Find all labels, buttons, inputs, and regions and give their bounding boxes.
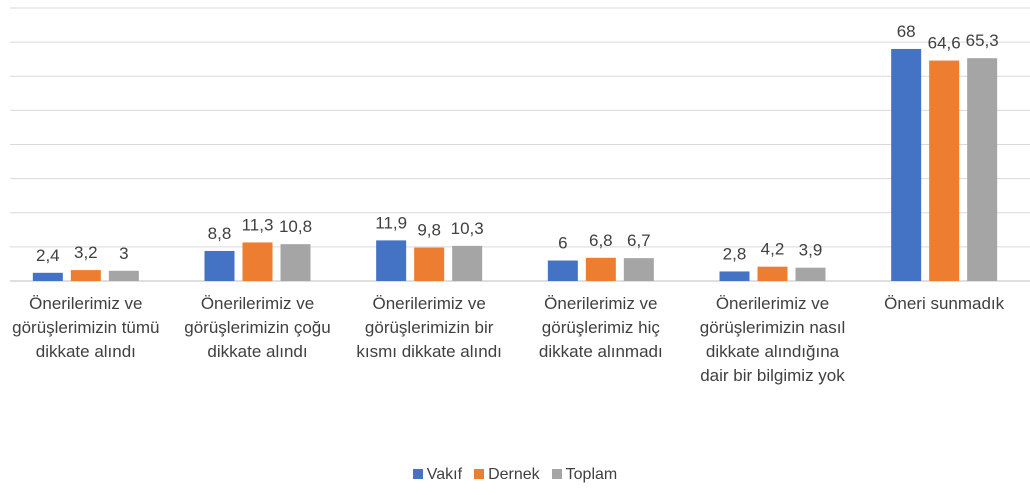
- bar: [452, 245, 483, 281]
- legend-item: Vakıf: [412, 466, 463, 484]
- bar: [280, 244, 311, 281]
- bar: [108, 270, 139, 281]
- data-label: 10,8: [279, 217, 312, 236]
- data-label: 9,8: [417, 221, 441, 240]
- legend: Vakıf Dernek Toplam: [0, 466, 1030, 484]
- data-label: 3,9: [799, 241, 823, 260]
- legend-swatch: [551, 469, 562, 479]
- data-label: 2,8: [723, 244, 747, 263]
- legend-swatch: [412, 469, 423, 479]
- data-label: 3,2: [74, 243, 98, 262]
- bar: [204, 250, 235, 281]
- bar: [967, 58, 998, 281]
- bar: [795, 267, 826, 281]
- bar: [376, 240, 407, 281]
- data-label: 11,3: [242, 215, 274, 234]
- bar: [585, 257, 616, 281]
- data-label: 68: [897, 22, 916, 41]
- data-label: 65,3: [966, 31, 999, 50]
- data-label: 64,6: [928, 34, 961, 53]
- bar: [414, 247, 445, 281]
- bar: [623, 258, 654, 281]
- bar: [70, 270, 101, 281]
- x-tick-label: Önerilerimiz ve görüşlerimizin çoğu dikk…: [184, 294, 331, 361]
- x-tick-label: Önerilerimiz ve görüşlerimizin nasıl dik…: [699, 294, 846, 385]
- data-label: 10,3: [451, 219, 484, 238]
- legend-label: Vakıf: [426, 466, 463, 483]
- data-label: 8,8: [208, 224, 232, 243]
- bar: [891, 48, 922, 282]
- data-label: 6,8: [589, 231, 613, 250]
- data-label: 6: [558, 234, 567, 253]
- data-label: 4,2: [761, 240, 785, 259]
- legend-label: Dernek: [488, 466, 540, 483]
- data-label: 11,9: [375, 213, 407, 232]
- legend-label: Toplam: [565, 466, 618, 483]
- x-tick-label: Önerilerimiz ve görüşlerimiz hiç dikkate…: [538, 294, 663, 361]
- legend-swatch: [474, 469, 485, 479]
- data-label: 6,7: [627, 231, 651, 250]
- bar: [929, 60, 960, 281]
- x-tick-label: Önerilerimiz ve görüşlerimizin bir kısmı…: [356, 294, 502, 361]
- x-tick-label: Öneri sunmadık: [884, 294, 1005, 313]
- legend-item: Toplam: [551, 466, 618, 484]
- data-label: 2,4: [36, 246, 60, 265]
- x-tick-label: Önerilerimiz ve görüşlerimizin tümü dikk…: [12, 294, 160, 361]
- legend-item: Dernek: [474, 466, 540, 484]
- bar: [757, 266, 788, 281]
- bar: [32, 272, 63, 281]
- bar: [719, 271, 750, 281]
- bar: [547, 260, 578, 281]
- bar: [242, 242, 273, 281]
- data-label: 3: [119, 244, 128, 263]
